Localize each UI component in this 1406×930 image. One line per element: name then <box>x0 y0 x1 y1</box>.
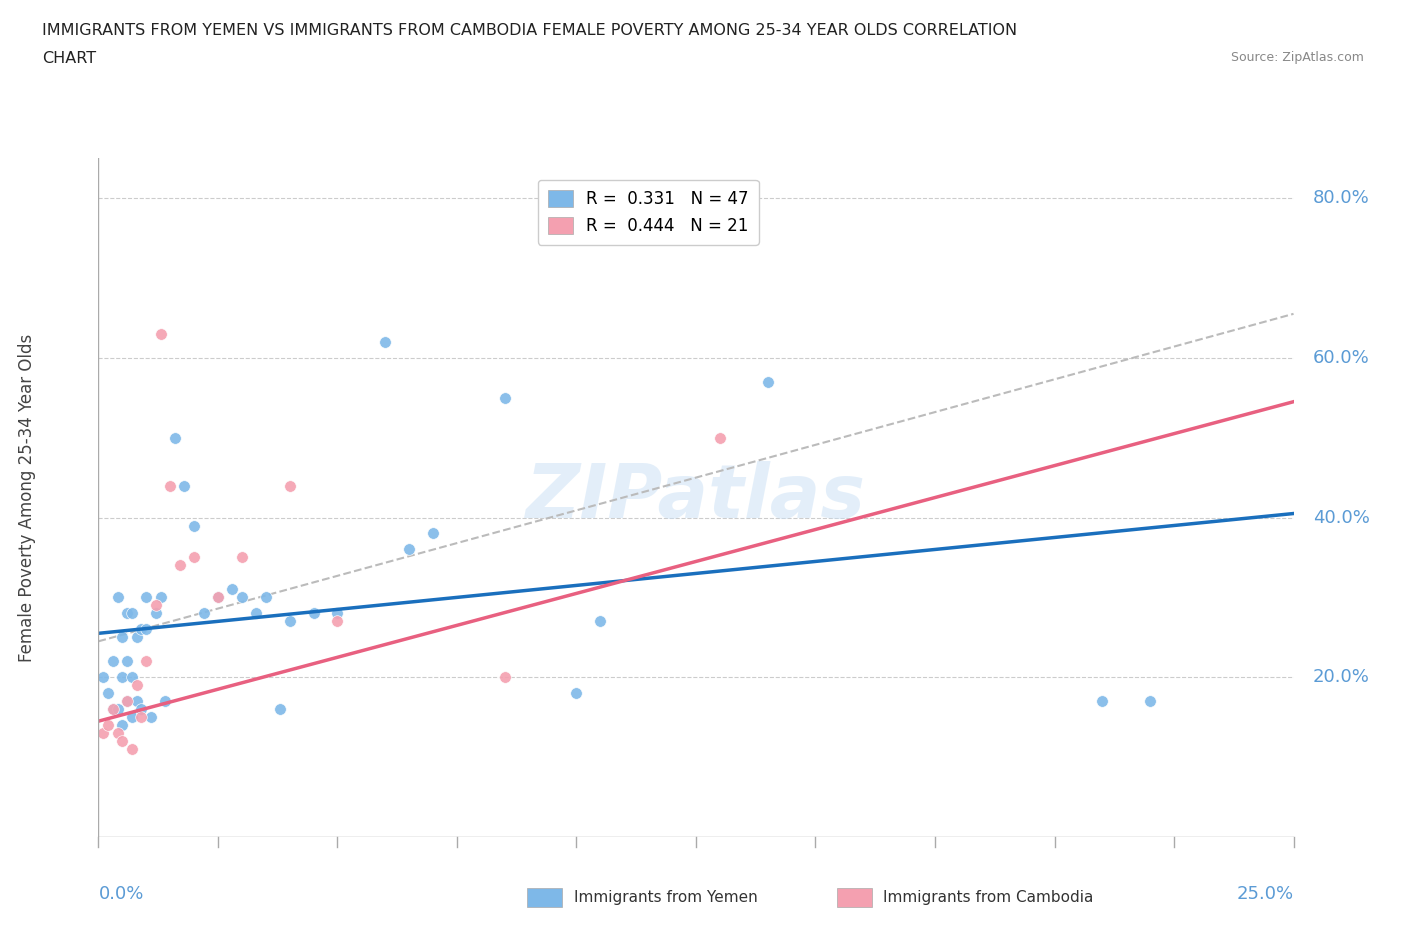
Text: 20.0%: 20.0% <box>1313 669 1369 686</box>
Point <box>107 590 129 604</box>
Point <box>183 550 205 565</box>
Point <box>207 590 229 604</box>
Point <box>111 670 134 684</box>
Point <box>91 725 114 740</box>
Point <box>169 558 191 573</box>
Text: 60.0%: 60.0% <box>1313 349 1369 366</box>
Text: Immigrants from Yemen: Immigrants from Yemen <box>574 890 758 905</box>
Point <box>159 478 181 493</box>
Point <box>145 606 167 621</box>
Point <box>326 614 349 629</box>
Point <box>115 694 138 709</box>
Point <box>145 598 167 613</box>
Point <box>91 670 114 684</box>
Text: 25.0%: 25.0% <box>1236 885 1294 903</box>
Point <box>97 685 120 700</box>
Point <box>193 606 215 621</box>
Point <box>121 742 143 757</box>
Point <box>107 702 129 717</box>
Point <box>131 702 153 717</box>
Text: IMMIGRANTS FROM YEMEN VS IMMIGRANTS FROM CAMBODIA FEMALE POVERTY AMONG 25-34 YEA: IMMIGRANTS FROM YEMEN VS IMMIGRANTS FROM… <box>42 23 1018 38</box>
Text: 80.0%: 80.0% <box>1313 189 1369 207</box>
Point <box>245 606 267 621</box>
Legend: R =  0.331   N = 47, R =  0.444   N = 21: R = 0.331 N = 47, R = 0.444 N = 21 <box>537 180 759 245</box>
Text: ZIPatlas: ZIPatlas <box>526 461 866 534</box>
Point <box>97 718 120 733</box>
Text: Immigrants from Cambodia: Immigrants from Cambodia <box>883 890 1094 905</box>
Point <box>221 582 243 597</box>
Point <box>1091 694 1114 709</box>
Point <box>269 702 291 717</box>
Point <box>131 622 153 637</box>
Point <box>254 590 277 604</box>
Point <box>107 725 129 740</box>
Point <box>131 710 153 724</box>
Point <box>589 614 612 629</box>
Point <box>115 694 138 709</box>
Point <box>207 590 229 604</box>
Point <box>494 670 516 684</box>
Text: Source: ZipAtlas.com: Source: ZipAtlas.com <box>1230 51 1364 64</box>
Point <box>101 654 124 669</box>
Point <box>115 606 138 621</box>
Text: CHART: CHART <box>42 51 96 66</box>
Point <box>111 734 134 749</box>
Point <box>121 670 143 684</box>
Point <box>111 718 134 733</box>
Point <box>121 606 143 621</box>
Point <box>101 702 124 717</box>
Point <box>374 335 396 350</box>
Point <box>709 431 731 445</box>
Text: Female Poverty Among 25-34 Year Olds: Female Poverty Among 25-34 Year Olds <box>18 334 35 661</box>
Point <box>121 710 143 724</box>
Point <box>398 542 420 557</box>
Point <box>111 630 134 644</box>
Point <box>115 654 138 669</box>
Point <box>494 391 516 405</box>
Point <box>173 478 195 493</box>
Point <box>278 478 301 493</box>
Point <box>149 590 172 604</box>
Point <box>302 606 325 621</box>
Point <box>756 374 779 389</box>
Point <box>565 685 588 700</box>
Point <box>101 702 124 717</box>
Point <box>125 678 148 693</box>
Point <box>139 710 162 724</box>
Point <box>155 694 177 709</box>
Point <box>1139 694 1161 709</box>
Point <box>231 550 253 565</box>
Text: 0.0%: 0.0% <box>98 885 143 903</box>
Point <box>231 590 253 604</box>
Text: 40.0%: 40.0% <box>1313 509 1369 526</box>
Point <box>135 654 157 669</box>
Point <box>183 518 205 533</box>
Point <box>135 622 157 637</box>
Point <box>125 630 148 644</box>
Point <box>422 526 444 541</box>
Point <box>125 694 148 709</box>
Point <box>163 431 186 445</box>
Point <box>278 614 301 629</box>
Point <box>326 606 349 621</box>
Point <box>135 590 157 604</box>
Point <box>149 326 172 341</box>
